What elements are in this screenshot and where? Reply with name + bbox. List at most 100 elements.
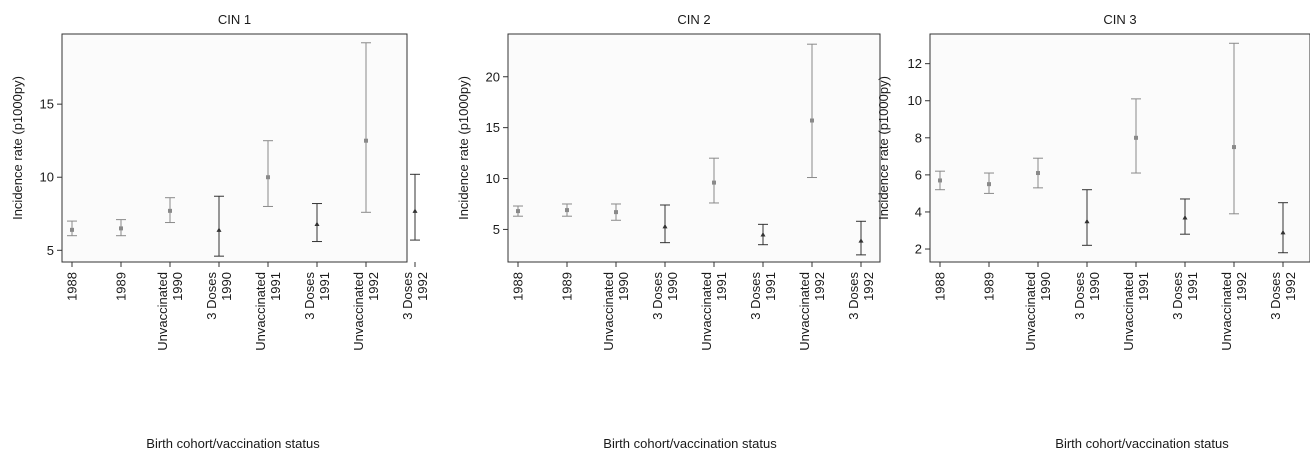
data-point-triangle — [858, 238, 864, 243]
x-tick-label: 3 Doses — [650, 272, 665, 320]
data-point-triangle — [760, 232, 766, 237]
error-bar — [709, 157, 719, 204]
y-tick-label: 2 — [915, 242, 922, 257]
x-tick-label: Unvaccinated — [351, 272, 366, 351]
x-tick-label: 1988 — [65, 272, 80, 301]
x-tick-label: 3 Doses — [1072, 272, 1087, 320]
y-axis-label: Incidence rate (p1000py) — [456, 76, 471, 220]
data-point-square — [1134, 135, 1138, 140]
panel-cin-2: CIN 2 Incidence rate (p1000py) 5 10 15 20 1988… — [456, 12, 881, 451]
x-tick-label: 3 Doses — [748, 272, 763, 320]
data-point-square — [364, 138, 368, 143]
x-tick-label: Unvaccinated — [1121, 272, 1136, 351]
x-tick-label: Unvaccinated — [699, 272, 714, 351]
error-bar — [1278, 202, 1288, 254]
error-bar — [807, 43, 817, 179]
x-tick-label: 1990 — [616, 272, 631, 301]
x-tick-label: 3 Doses — [1268, 272, 1283, 320]
x-tick-label: 3 Doses — [204, 272, 219, 320]
y-tick-label: 6 — [915, 167, 922, 182]
x-tick-label: 1991 — [1136, 272, 1151, 301]
chart-title: CIN 2 — [677, 12, 710, 27]
x-tick-label: 1990 — [1038, 272, 1053, 301]
x-axis-label: Birth cohort/vaccination status — [603, 436, 777, 451]
error-bar — [214, 195, 224, 257]
x-axis-label: Birth cohort/vaccination status — [1055, 436, 1229, 451]
chart-title: CIN 3 — [1103, 12, 1136, 27]
y-tick-label: 4 — [915, 204, 922, 219]
y-tick-label: 10 — [40, 170, 54, 185]
data-point-square — [266, 175, 270, 180]
data-point-triangle — [1084, 218, 1090, 224]
panel-cin-1: CIN 1 Incidence rate (p1000py) 5 10 15 1988 19… — [10, 12, 430, 451]
data-point-square — [614, 210, 618, 215]
y-tick-label: 20 — [486, 69, 500, 84]
data-point-square — [70, 227, 74, 232]
data-point-triangle — [314, 221, 320, 226]
error-bar — [410, 173, 420, 241]
x-tick-label: 3 Doses — [302, 272, 317, 320]
y-tick-label: 12 — [908, 56, 922, 71]
x-tick-label: Unvaccinated — [797, 272, 812, 351]
error-bar — [263, 140, 273, 207]
x-tick-label: 1991 — [317, 272, 332, 301]
x-tick-label: 1992 — [415, 272, 430, 301]
data-point-square — [565, 208, 569, 213]
x-tick-label: 1989 — [560, 272, 575, 301]
x-tick-label: 1992 — [1283, 272, 1298, 301]
x-tick-label: 1989 — [982, 272, 997, 301]
data-point-triangle — [662, 223, 668, 229]
x-tick-label: 1990 — [170, 272, 185, 301]
x-tick-label: 1990 — [219, 272, 234, 301]
x-tick-label: 1988 — [933, 272, 948, 301]
y-axis-label: Incidence rate (p1000py) — [10, 76, 25, 220]
x-tick-label: 1992 — [812, 272, 827, 301]
data-point-square — [712, 180, 716, 185]
y-tick-label: 5 — [493, 222, 500, 237]
x-tick-label: 1991 — [714, 272, 729, 301]
x-tick-label: Unvaccinated — [1023, 272, 1038, 351]
data-point-square — [1036, 171, 1040, 176]
plot-area — [61, 33, 408, 263]
x-tick-label: Unvaccinated — [601, 272, 616, 351]
panel-cin-3: CIN 3 Incidence rate (p1000py) 2 4 6 8 10 12 198… — [876, 12, 1310, 451]
x-tick-label: 1992 — [861, 272, 876, 301]
data-point-triangle — [412, 208, 418, 213]
y-tick-label: 5 — [47, 243, 54, 258]
data-point-square — [987, 182, 991, 187]
x-tick-label: 1989 — [114, 272, 129, 301]
data-point-square — [119, 226, 123, 231]
x-tick-label: 1992 — [1234, 272, 1249, 301]
data-point-square — [938, 178, 942, 183]
x-tick-label: Unvaccinated — [155, 272, 170, 351]
chart-title: CIN 1 — [218, 12, 251, 27]
x-axis-label: Birth cohort/vaccination status — [146, 436, 320, 451]
x-tick-label: 1990 — [665, 272, 680, 301]
data-point-triangle — [216, 227, 222, 232]
data-point-triangle — [1280, 229, 1286, 235]
error-bar — [1082, 189, 1092, 246]
x-tick-label: Unvaccinated — [253, 272, 268, 351]
plot-area — [929, 33, 1310, 263]
x-tick-label: 1990 — [1087, 272, 1102, 301]
x-tick-label: Unvaccinated — [1219, 272, 1234, 351]
y-axis-label: Incidence rate (p1000py) — [876, 76, 891, 220]
y-tick-label: 10 — [908, 93, 922, 108]
x-tick-label: 3 Doses — [846, 272, 861, 320]
error-bar — [660, 204, 670, 244]
x-tick-label: 1991 — [1185, 272, 1200, 301]
data-point-square — [516, 209, 520, 214]
x-tick-label: 1991 — [268, 272, 283, 301]
error-bar — [1229, 42, 1239, 215]
data-point-square — [168, 208, 172, 213]
data-point-square — [810, 118, 814, 123]
x-tick-label: 3 Doses — [400, 272, 415, 320]
y-tick-label: 15 — [486, 120, 500, 135]
error-bar — [361, 42, 371, 213]
y-tick-label: 15 — [40, 97, 54, 112]
error-bar — [856, 220, 866, 256]
x-tick-label: 3 Doses — [1170, 272, 1185, 320]
plot-area — [507, 33, 881, 263]
x-tick-label: 1988 — [511, 272, 526, 301]
